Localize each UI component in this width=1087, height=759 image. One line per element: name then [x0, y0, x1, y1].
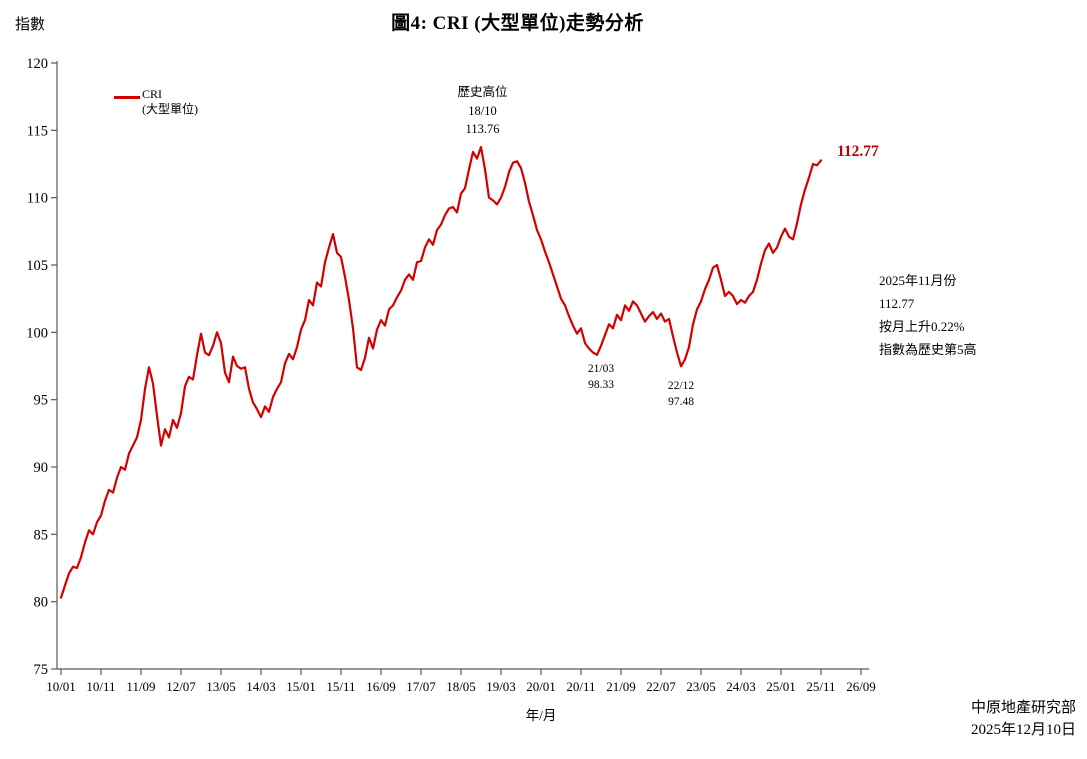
- annotation-trough-2021-value: 98.33: [588, 379, 614, 391]
- x-tick-label: 21/09: [606, 679, 636, 694]
- side-note: 2025年11月份 112.77 按月上升0.22% 指數為歷史第5高: [879, 269, 977, 361]
- y-tick-label: 120: [26, 56, 48, 72]
- y-tick-label: 75: [34, 662, 49, 678]
- annotation-historic-high-value: 113.76: [465, 122, 500, 136]
- x-tick-label: 20/11: [566, 679, 595, 694]
- legend-label: CRI (大型單位): [142, 87, 198, 116]
- cri-series-line: [59, 145, 823, 599]
- x-tick-label: 18/05: [446, 679, 476, 694]
- y-tick-label: 115: [27, 123, 48, 139]
- annotation-trough-2021: 21/03 98.33: [572, 361, 630, 393]
- footer: 中原地產研究部 2025年12月10日: [971, 697, 1076, 741]
- y-tick-label: 90: [34, 460, 49, 476]
- x-axis-title: 年/月: [525, 708, 557, 723]
- x-tick-label: 14/03: [246, 679, 276, 694]
- footer-org: 中原地產研究部: [970, 700, 1076, 716]
- y-tick-label: 110: [27, 191, 48, 207]
- x-tick-label: 12/07: [166, 679, 196, 694]
- y-tick-label: 80: [34, 595, 49, 611]
- x-tick-label: 17/07: [406, 679, 436, 694]
- y-tick-label: 105: [26, 258, 48, 274]
- x-tick-label: 26/09: [846, 679, 876, 694]
- legend-label-line1: CRI: [142, 87, 163, 101]
- y-tick-label: 85: [34, 527, 49, 543]
- footer-date: 2025年12月10日: [970, 722, 1076, 738]
- side-note-rank: 指數為歷史第5高: [879, 342, 977, 357]
- x-tick-label: 11/09: [126, 679, 155, 694]
- side-note-mom-change: 按月上升0.22%: [879, 319, 965, 334]
- annotation-trough-2022-value: 97.48: [668, 396, 694, 408]
- y-tick-label: 100: [26, 325, 48, 341]
- x-tick-label: 25/01: [766, 679, 796, 694]
- legend: CRI (大型單位): [114, 87, 198, 116]
- x-tick-label: 20/01: [526, 679, 556, 694]
- x-tick-label: 15/11: [326, 679, 355, 694]
- x-tick-label: 13/05: [206, 679, 236, 694]
- side-note-value: 112.77: [879, 296, 915, 311]
- x-tick-label: 25/11: [806, 679, 835, 694]
- side-note-month: 2025年11月份: [879, 273, 957, 288]
- x-tick-label: 16/09: [366, 679, 396, 694]
- x-tick-label: 24/03: [726, 679, 756, 694]
- x-tick-label: 10/11: [86, 679, 115, 694]
- x-tick-label: 23/05: [686, 679, 716, 694]
- annotation-trough-2022: 22/12 97.48: [652, 378, 710, 410]
- page-title: 圖4: CRI (大型單位)走勢分析: [391, 13, 644, 34]
- legend-line-swatch: [114, 96, 140, 99]
- annotation-trough-2022-month: 22/12: [667, 380, 695, 392]
- annotation-trough-2021-month: 21/03: [587, 363, 615, 375]
- legend-label-line2: (大型單位): [142, 101, 198, 116]
- x-tick-label: 22/07: [646, 679, 676, 694]
- y-tick-label: 95: [34, 393, 49, 409]
- annotation-historic-high: 歷史高位 18/10 113.76: [425, 83, 540, 139]
- x-tick-label: 15/01: [286, 679, 316, 694]
- annotation-historic-high-month: 18/10: [468, 103, 497, 118]
- annotation-historic-high-title: 歷史高位: [457, 85, 508, 99]
- y-axis-unit-label: 指數: [15, 17, 46, 33]
- annotation-latest-value: 112.77: [837, 143, 879, 160]
- x-tick-label: 19/03: [486, 679, 516, 694]
- x-tick-label: 10/01: [46, 679, 76, 694]
